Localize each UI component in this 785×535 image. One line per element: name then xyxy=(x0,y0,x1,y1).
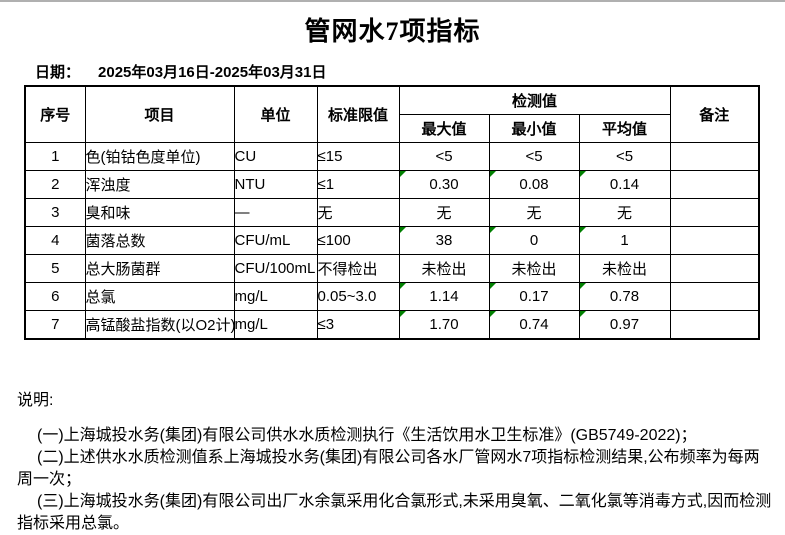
limit-cell: ≤100 xyxy=(316,226,400,255)
col-header-no: 序号 xyxy=(24,85,86,143)
min-value-cell: 无 xyxy=(488,198,580,227)
min-value-cell: 未检出 xyxy=(488,254,580,283)
number-format-flag-icon xyxy=(580,171,586,177)
number-format-flag-icon xyxy=(490,227,496,233)
item-cell: 总大肠菌群 xyxy=(84,254,235,283)
avg-value-cell: 0.78 xyxy=(578,282,671,311)
col-header-avg: 平均值 xyxy=(578,114,671,143)
table-header-row-top: 序号 项目 单位 标准限值 检测值 备注 xyxy=(24,85,760,143)
number-format-flag-icon xyxy=(580,311,586,317)
number-format-flag-icon xyxy=(490,283,496,289)
min-value-cell: <5 xyxy=(488,142,580,171)
row-no-cell: 3 xyxy=(24,198,86,227)
item-cell: 高锰酸盐指数(以O2计) xyxy=(84,310,235,340)
number-format-flag-icon xyxy=(490,311,496,317)
row-no-cell: 1 xyxy=(24,142,86,171)
remark-cell xyxy=(669,226,760,255)
remark-cell xyxy=(669,282,760,311)
page-title: 管网水7项指标 xyxy=(304,17,481,46)
note-item: (二)上述供水水质检测值系上海城投水务(集团)有限公司各水厂管网水7项指标检测结… xyxy=(17,449,760,488)
col-header-min: 最小值 xyxy=(488,114,580,143)
remark-cell xyxy=(669,254,760,283)
number-format-flag-icon xyxy=(490,171,496,177)
avg-value-cell: 0.97 xyxy=(578,310,671,340)
limit-cell: 无 xyxy=(316,198,400,227)
window-top-edge xyxy=(0,0,785,2)
row-no-cell: 4 xyxy=(24,226,86,255)
col-header-limit: 标准限值 xyxy=(316,85,400,143)
min-value-cell: 0.17 xyxy=(488,282,580,311)
table-row: 4 菌落总数 CFU/mL ≤100 38 0 1 xyxy=(24,226,760,255)
min-value-cell: 0.08 xyxy=(488,170,580,199)
col-header-max: 最大值 xyxy=(398,114,490,143)
date-label: 日期： xyxy=(35,64,81,81)
row-no-cell: 7 xyxy=(24,310,86,340)
limit-cell: ≤3 xyxy=(316,310,400,340)
table-row: 7 高锰酸盐指数(以O2计) mg/L ≤3 1.70 0.74 0.97 xyxy=(24,310,760,340)
unit-cell: — xyxy=(233,198,318,227)
item-cell: 菌落总数 xyxy=(84,226,235,255)
max-value-cell: 未检出 xyxy=(398,254,490,283)
col-header-unit: 单位 xyxy=(233,85,318,143)
row-no-cell: 2 xyxy=(24,170,86,199)
unit-cell: NTU xyxy=(233,170,318,199)
water-quality-table: 序号 项目 单位 标准限值 检测值 备注 最大值 最小值 平均值 1 色(铂钴色… xyxy=(24,85,761,340)
notes-section: 说明: (一)上海城投水务(集团)有限公司供水水质检测执行《生活饮用水卫生标准》… xyxy=(17,386,775,535)
date-value: 2025年03月16日-2025年03月31日 xyxy=(98,64,327,81)
item-cell: 色(铂钴色度单位) xyxy=(84,142,235,171)
number-format-flag-icon xyxy=(580,283,586,289)
unit-cell: CFU/mL xyxy=(233,226,318,255)
remark-cell xyxy=(669,170,760,199)
limit-cell: ≤15 xyxy=(316,142,400,171)
col-header-detect-group: 检测值 xyxy=(398,85,671,115)
number-format-flag-icon xyxy=(580,227,586,233)
min-value-cell: 0.74 xyxy=(488,310,580,340)
item-cell: 臭和味 xyxy=(84,198,235,227)
max-value-cell: 0.30 xyxy=(398,170,490,199)
date-line: 日期： 2025年03月16日-2025年03月31日 xyxy=(35,61,785,81)
row-no-cell: 6 xyxy=(24,282,86,311)
notes-label: 说明: xyxy=(17,392,54,409)
unit-cell: CU xyxy=(233,142,318,171)
limit-cell: 0.05~3.0 xyxy=(316,282,400,311)
table-row: 3 臭和味 — 无 无 无 无 xyxy=(24,198,760,227)
note-item: (一)上海城投水务(集团)有限公司供水水质检测执行《生活饮用水卫生标准》(GB5… xyxy=(37,427,697,444)
unit-cell: mg/L xyxy=(233,282,318,311)
number-format-flag-icon xyxy=(400,311,406,317)
table-header-row-sub: 最大值 最小值 平均值 xyxy=(25,114,759,143)
max-value-cell: <5 xyxy=(398,142,490,171)
max-value-cell: 1.14 xyxy=(398,282,490,311)
table-row: 6 总氯 mg/L 0.05~3.0 1.14 0.17 0.78 xyxy=(24,282,760,311)
number-format-flag-icon xyxy=(400,283,406,289)
min-value-cell: 0 xyxy=(488,226,580,255)
limit-cell: 不得检出 xyxy=(316,254,400,283)
col-header-remark: 备注 xyxy=(669,85,760,143)
note-item: (三)上海城投水务(集团)有限公司出厂水余氯采用化合氯形式,未采用臭氧、二氧化氯… xyxy=(17,493,772,532)
max-value-cell: 1.70 xyxy=(398,310,490,340)
number-format-flag-icon xyxy=(400,171,406,177)
table-row: 2 浑浊度 NTU ≤1 0.30 0.08 0.14 xyxy=(24,170,760,199)
limit-cell: ≤1 xyxy=(316,170,400,199)
row-no-cell: 5 xyxy=(24,254,86,283)
remark-cell xyxy=(669,310,760,340)
avg-value-cell: 0.14 xyxy=(578,170,671,199)
max-value-cell: 无 xyxy=(398,198,490,227)
item-cell: 浑浊度 xyxy=(84,170,235,199)
avg-value-cell: <5 xyxy=(578,142,671,171)
avg-value-cell: 未检出 xyxy=(578,254,671,283)
remark-cell xyxy=(669,142,760,171)
table-row: 1 色(铂钴色度单位) CU ≤15 <5 <5 <5 xyxy=(24,142,760,171)
unit-cell: CFU/100mL xyxy=(233,254,318,283)
table-row: 5 总大肠菌群 CFU/100mL 不得检出 未检出 未检出 未检出 xyxy=(24,254,760,283)
avg-value-cell: 1 xyxy=(578,226,671,255)
max-value-cell: 38 xyxy=(398,226,490,255)
avg-value-cell: 无 xyxy=(578,198,671,227)
item-cell: 总氯 xyxy=(84,282,235,311)
remark-cell xyxy=(669,198,760,227)
unit-cell: mg/L xyxy=(233,310,318,340)
col-header-item: 项目 xyxy=(84,85,235,143)
number-format-flag-icon xyxy=(400,227,406,233)
